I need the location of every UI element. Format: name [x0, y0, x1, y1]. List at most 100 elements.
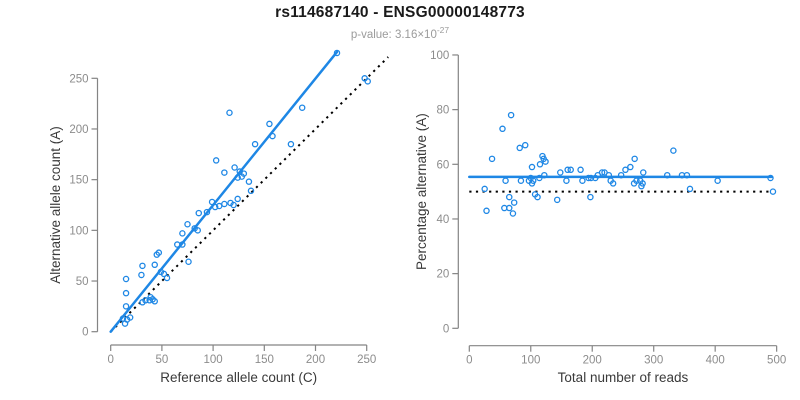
data-point	[663, 171, 671, 179]
y-tick-label: 100	[69, 225, 88, 237]
data-point	[174, 241, 181, 248]
data-point	[506, 193, 513, 201]
data-point	[686, 185, 694, 193]
data-point	[147, 293, 154, 301]
data-point	[298, 104, 306, 111]
data-point	[510, 199, 518, 206]
y-tick-label: 80	[437, 105, 450, 117]
data-point	[605, 171, 613, 179]
data-point	[163, 274, 171, 282]
p-value-subtitle: p-value: 3.16×10-27	[0, 25, 800, 41]
x-tick-label: 50	[156, 354, 169, 366]
x-tick-label: 200	[583, 355, 602, 367]
data-point	[553, 196, 561, 204]
y-tick-label: 20	[437, 269, 450, 281]
y-axis-label: Alternative allele count (A)	[48, 126, 63, 284]
data-point	[226, 109, 233, 117]
data-point	[577, 166, 584, 174]
data-point	[151, 298, 158, 305]
data-point	[333, 49, 341, 57]
data-point	[639, 180, 646, 187]
data-point	[234, 174, 241, 181]
x-axis-label: Total number of reads	[558, 370, 689, 385]
data-point	[509, 210, 517, 217]
data-point	[160, 270, 168, 278]
data-point	[516, 144, 523, 152]
y-tick-label: 0	[82, 327, 88, 339]
data-point	[230, 201, 237, 209]
y-tick-label: 0	[443, 323, 449, 335]
data-point	[529, 177, 537, 184]
data-point	[287, 140, 295, 148]
x-tick-label: 0	[107, 354, 113, 366]
y-tick-label: 250	[69, 73, 88, 85]
data-point	[640, 169, 647, 176]
y-tick-label: 200	[69, 124, 88, 136]
data-point	[251, 140, 259, 148]
data-point	[627, 163, 634, 171]
data-point	[587, 193, 594, 201]
x-tick-label: 400	[706, 355, 725, 367]
y-tick-label: 50	[76, 276, 89, 288]
data-point	[499, 125, 506, 133]
data-point	[142, 297, 149, 304]
data-point	[122, 275, 130, 283]
data-point	[138, 271, 145, 279]
data-point	[587, 174, 595, 182]
data-point	[528, 163, 536, 171]
y-tick-label: 100	[430, 50, 449, 62]
data-point	[769, 188, 777, 195]
data-point	[269, 132, 276, 140]
data-point	[212, 157, 220, 164]
left-scatter-plot: 0 50 100 150 200 250 0 50 100 150 200 250 Reference …	[48, 49, 389, 385]
data-point	[631, 155, 638, 163]
data-point	[609, 180, 617, 187]
data-point	[670, 147, 677, 154]
fit-line	[109, 50, 339, 333]
data-point	[564, 166, 571, 174]
data-point	[194, 227, 201, 234]
data-point	[506, 204, 513, 212]
x-tick-label: 250	[357, 354, 376, 366]
data-point	[633, 177, 640, 184]
data-point	[245, 178, 253, 185]
data-point	[683, 171, 691, 179]
data-point	[563, 177, 570, 184]
data-point	[714, 177, 721, 184]
data-point	[126, 314, 134, 321]
data-point	[195, 209, 203, 217]
y-tick-label: 40	[437, 214, 450, 226]
data-point	[139, 262, 146, 270]
data-point	[208, 198, 216, 206]
data-point	[221, 169, 228, 176]
data-point	[521, 141, 529, 149]
data-point	[185, 258, 192, 266]
x-tick-label: 150	[255, 354, 274, 366]
data-point	[247, 187, 255, 195]
data-point	[151, 261, 158, 269]
p-value-text: p-value: 3.16×10	[350, 28, 437, 41]
data-point	[534, 193, 541, 201]
data-point	[767, 174, 774, 182]
data-point	[231, 164, 238, 171]
data-point	[155, 249, 163, 256]
reference-dotted-line	[109, 56, 389, 333]
data-point	[234, 195, 241, 203]
data-point	[211, 203, 219, 211]
data-point	[364, 78, 371, 85]
data-point	[542, 158, 549, 165]
data-point	[585, 174, 592, 182]
data-point	[557, 169, 564, 176]
data-point	[122, 289, 130, 297]
y-tick-label: 150	[69, 175, 88, 187]
data-point	[617, 171, 625, 179]
data-point	[502, 177, 509, 184]
data-point	[179, 230, 186, 237]
data-point	[266, 120, 273, 128]
right-scatter-plot: 0 20 40 60 80 100 0 100 200 300 400 500 Total number…	[414, 50, 786, 385]
page-title: rs114687140 - ENSG00000148773	[275, 4, 525, 21]
data-point	[240, 170, 248, 177]
x-axis-label: Reference allele count (C)	[160, 370, 317, 385]
